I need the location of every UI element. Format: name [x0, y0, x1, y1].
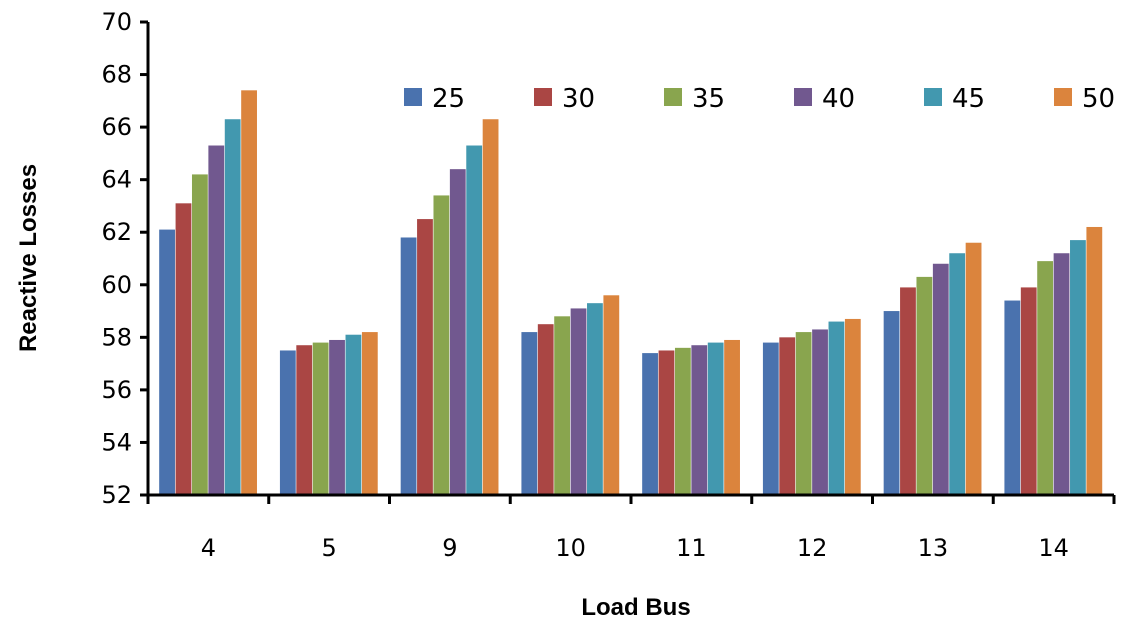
bar-45-bus-9 [466, 145, 483, 495]
x-tick-label: 14 [1038, 534, 1069, 562]
bar-30-bus-14 [1020, 287, 1037, 495]
bar-40-bus-9 [449, 169, 466, 495]
bar-40-bus-12 [812, 329, 828, 495]
bar-30-bus-5 [296, 345, 313, 495]
bar-25-bus-14 [1004, 300, 1021, 495]
bar-30-bus-12 [779, 337, 796, 495]
legend-label-25: 25 [432, 84, 465, 114]
bar-25-bus-13 [883, 311, 900, 495]
bar-25-bus-4 [159, 229, 175, 495]
bar-40-bus-10 [570, 308, 587, 495]
x-tick-label: 10 [555, 534, 586, 562]
y-tick-label: 66 [101, 113, 132, 141]
x-tick-label: 9 [442, 534, 457, 562]
bar-30-bus-13 [900, 287, 916, 495]
bar-40-bus-11 [691, 345, 708, 495]
bar-50-bus-10 [603, 295, 620, 495]
bar-40-bus-13 [932, 263, 949, 495]
legend-label-45: 45 [952, 84, 985, 114]
y-tick-label: 70 [101, 8, 132, 36]
legend-label-30: 30 [562, 84, 595, 114]
bar-50-bus-12 [844, 318, 861, 495]
bar-25-bus-12 [762, 342, 779, 495]
bar-45-bus-4 [224, 119, 241, 495]
bar-30-bus-10 [537, 324, 554, 495]
bar-40-bus-4 [208, 145, 225, 495]
x-tick-label: 13 [918, 534, 949, 562]
bar-40-bus-14 [1053, 253, 1070, 495]
bar-45-bus-13 [949, 253, 966, 495]
legend-label-35: 35 [692, 84, 725, 114]
bar-45-bus-5 [345, 334, 362, 495]
bar-30-bus-4 [175, 203, 192, 495]
bar-35-bus-5 [312, 342, 329, 495]
bar-45-bus-12 [828, 321, 845, 495]
x-axis-title: Load Bus [581, 594, 690, 620]
legend-swatch-40 [794, 88, 812, 106]
legend-swatch-25 [404, 88, 422, 106]
bar-35-bus-10 [554, 316, 571, 495]
x-tick-label: 5 [321, 534, 336, 562]
legend-swatch-35 [664, 88, 682, 106]
bar-50-bus-4 [241, 90, 257, 495]
bar-50-bus-9 [482, 119, 499, 495]
bar-35-bus-13 [916, 276, 933, 495]
legend-label-50: 50 [1082, 84, 1115, 114]
y-tick-label: 56 [101, 376, 132, 404]
bar-50-bus-5 [361, 332, 378, 495]
y-axis-title: Reactive Losses [15, 164, 42, 352]
bar-30-bus-9 [417, 219, 433, 495]
bar-45-bus-14 [1070, 240, 1086, 495]
x-tick-label: 4 [201, 534, 216, 562]
bar-50-bus-14 [1086, 226, 1103, 495]
legend-swatch-50 [1054, 88, 1072, 106]
legend: 25 30 35 40 45 50 [404, 84, 1115, 114]
bar-50-bus-11 [724, 339, 740, 495]
y-tick-label: 62 [101, 218, 132, 246]
bar-25-bus-11 [642, 353, 658, 495]
bar-35-bus-11 [674, 347, 691, 495]
bar-35-bus-9 [433, 195, 450, 495]
bar-35-bus-4 [191, 174, 208, 495]
bar-45-bus-11 [707, 342, 724, 495]
y-tick-label: 52 [101, 481, 132, 509]
bar-50-bus-13 [965, 242, 982, 495]
bar-45-bus-10 [587, 303, 603, 495]
bar-25-bus-5 [279, 350, 296, 495]
x-tick-label: 12 [797, 534, 828, 562]
y-tick-label: 54 [101, 428, 132, 456]
legend-label-40: 40 [822, 84, 855, 114]
bar-30-bus-11 [658, 350, 675, 495]
y-tick-label: 64 [101, 166, 132, 194]
bar-40-bus-5 [329, 339, 345, 495]
y-tick-label: 58 [101, 323, 132, 351]
y-tick-label: 68 [101, 61, 132, 89]
legend-swatch-30 [534, 88, 552, 106]
y-tick-label: 60 [101, 271, 132, 299]
bars-layer [159, 90, 1103, 496]
legend-swatch-45 [924, 88, 942, 106]
x-tick-label: 11 [676, 534, 707, 562]
bar-35-bus-14 [1037, 261, 1054, 495]
bar-25-bus-10 [521, 332, 538, 495]
bar-25-bus-9 [400, 237, 417, 496]
bar-35-bus-12 [795, 332, 812, 495]
